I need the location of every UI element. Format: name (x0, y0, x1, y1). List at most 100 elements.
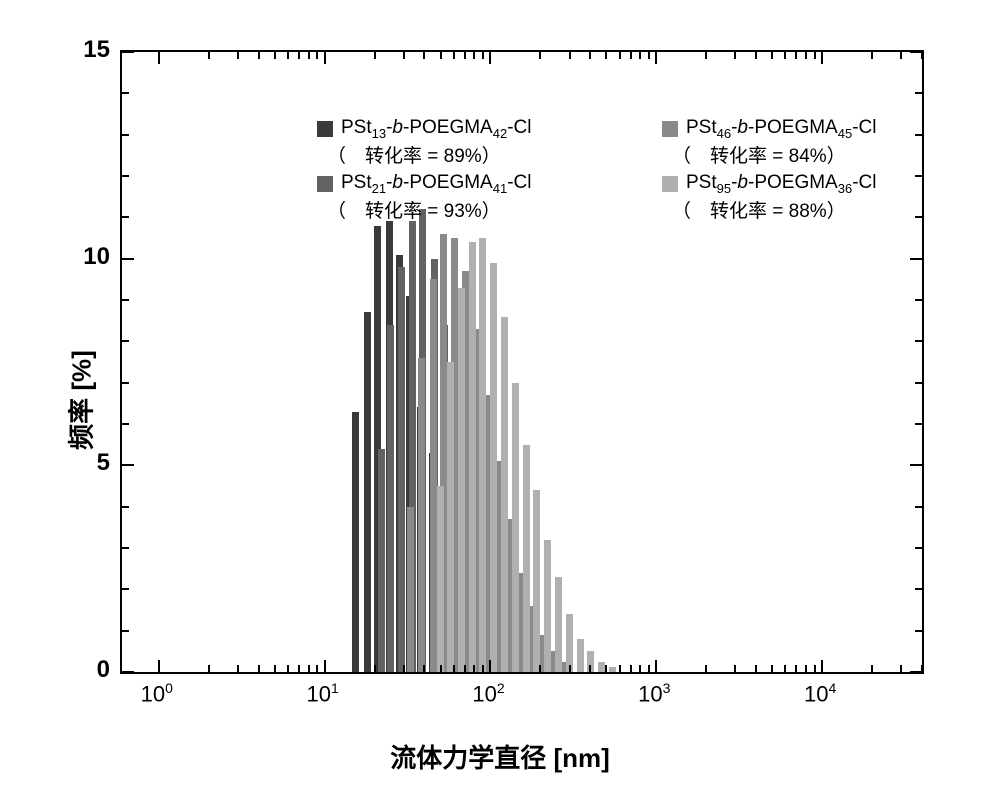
x-minor-tick (374, 52, 376, 59)
x-minor-tick (237, 665, 239, 672)
legend-item: PSt13-b-POEGMA42-Cl（ 转化率 = 89%） (317, 117, 662, 168)
x-minor-tick (539, 665, 541, 672)
y-minor-tick (915, 588, 922, 590)
x-minor-tick (539, 52, 541, 59)
y-minor-tick (122, 588, 129, 590)
x-tick (489, 52, 491, 64)
y-minor-tick (122, 216, 129, 218)
x-minor-tick (805, 665, 807, 672)
x-minor-tick (440, 665, 442, 672)
x-minor-tick (734, 52, 736, 59)
x-minor-tick (705, 665, 707, 672)
x-tick-label: 103 (638, 680, 670, 707)
x-minor-tick (814, 52, 816, 59)
x-minor-tick (784, 52, 786, 59)
x-minor-tick (589, 665, 591, 672)
x-tick (324, 52, 326, 64)
x-tick (489, 660, 491, 672)
y-tick-label: 10 (83, 243, 110, 271)
x-minor-tick (619, 665, 621, 672)
y-minor-tick (915, 547, 922, 549)
legend-item: PSt95-b-POEGMA36-Cl（ 转化率 = 88%） (662, 172, 1000, 223)
x-minor-tick (771, 665, 773, 672)
legend-conversion: （ 转化率 = 89%） (317, 141, 662, 168)
x-minor-tick (482, 665, 484, 672)
x-minor-tick (569, 52, 571, 59)
legend-conversion: （ 转化率 = 84%） (662, 141, 1000, 168)
y-minor-tick (915, 382, 922, 384)
y-tick (122, 258, 134, 260)
x-minor-tick (464, 665, 466, 672)
y-minor-tick (122, 340, 129, 342)
legend-label: PSt46-b-POEGMA45-Cl (686, 117, 876, 141)
legend-swatch (317, 176, 333, 192)
x-minor-tick (453, 52, 455, 59)
y-minor-tick (122, 299, 129, 301)
x-minor-tick (298, 52, 300, 59)
y-tick-label: 5 (97, 449, 110, 477)
x-minor-tick (784, 665, 786, 672)
x-minor-tick (423, 52, 425, 59)
x-minor-tick (814, 665, 816, 672)
y-tick-label: 0 (97, 656, 110, 684)
x-minor-tick (900, 665, 902, 672)
x-minor-tick (237, 52, 239, 59)
y-minor-tick (915, 299, 922, 301)
x-minor-tick (619, 52, 621, 59)
y-minor-tick (122, 175, 129, 177)
x-minor-tick (771, 52, 773, 59)
x-minor-tick (274, 665, 276, 672)
legend-swatch (662, 176, 678, 192)
x-minor-tick (316, 665, 318, 672)
x-axis-label: 流体力学直径 [nm] (390, 738, 610, 775)
x-minor-tick (648, 665, 650, 672)
chart-container: 频率 [%] 流体力学直径 [nm] PSt13-b-POEGMA42-Cl（ … (0, 0, 1000, 800)
x-minor-tick (308, 665, 310, 672)
y-minor-tick (915, 630, 922, 632)
x-minor-tick (464, 52, 466, 59)
y-minor-tick (915, 340, 922, 342)
x-minor-tick (630, 665, 632, 672)
x-tick (158, 660, 160, 672)
y-tick-label: 15 (83, 36, 110, 64)
x-minor-tick (755, 665, 757, 672)
x-tick-label: 104 (804, 680, 836, 707)
y-tick (122, 51, 134, 53)
x-tick (821, 52, 823, 64)
x-tick (655, 660, 657, 672)
x-minor-tick (805, 52, 807, 59)
x-minor-tick (871, 665, 873, 672)
legend-conversion: （ 转化率 = 88%） (662, 196, 1000, 223)
x-minor-tick (258, 665, 260, 672)
x-minor-tick (648, 52, 650, 59)
y-minor-tick (915, 423, 922, 425)
x-minor-tick (900, 52, 902, 59)
y-minor-tick (122, 547, 129, 549)
y-minor-tick (122, 630, 129, 632)
x-minor-tick (308, 52, 310, 59)
x-tick-label: 100 (141, 680, 173, 707)
x-minor-tick (605, 665, 607, 672)
legend-conversion: （ 转化率 = 93%） (317, 196, 662, 223)
x-tick (655, 52, 657, 64)
x-minor-tick (871, 52, 873, 59)
x-minor-tick (482, 52, 484, 59)
x-minor-tick (605, 52, 607, 59)
legend-item: PSt46-b-POEGMA45-Cl（ 转化率 = 84%） (662, 117, 1000, 168)
y-tick (910, 464, 922, 466)
plot-area: PSt13-b-POEGMA42-Cl（ 转化率 = 89%） PSt46-b-P… (120, 50, 924, 674)
x-minor-tick (630, 52, 632, 59)
x-minor-tick (589, 52, 591, 59)
x-minor-tick (298, 665, 300, 672)
x-minor-tick (639, 52, 641, 59)
legend-label: PSt95-b-POEGMA36-Cl (686, 172, 876, 196)
y-minor-tick (122, 92, 129, 94)
x-minor-tick (755, 52, 757, 59)
x-minor-tick (423, 665, 425, 672)
x-minor-tick (921, 665, 923, 672)
legend-swatch (317, 121, 333, 137)
legend-item: PSt21-b-POEGMA41-Cl（ 转化率 = 93%） (317, 172, 662, 223)
y-minor-tick (122, 506, 129, 508)
x-minor-tick (473, 52, 475, 59)
x-minor-tick (440, 52, 442, 59)
